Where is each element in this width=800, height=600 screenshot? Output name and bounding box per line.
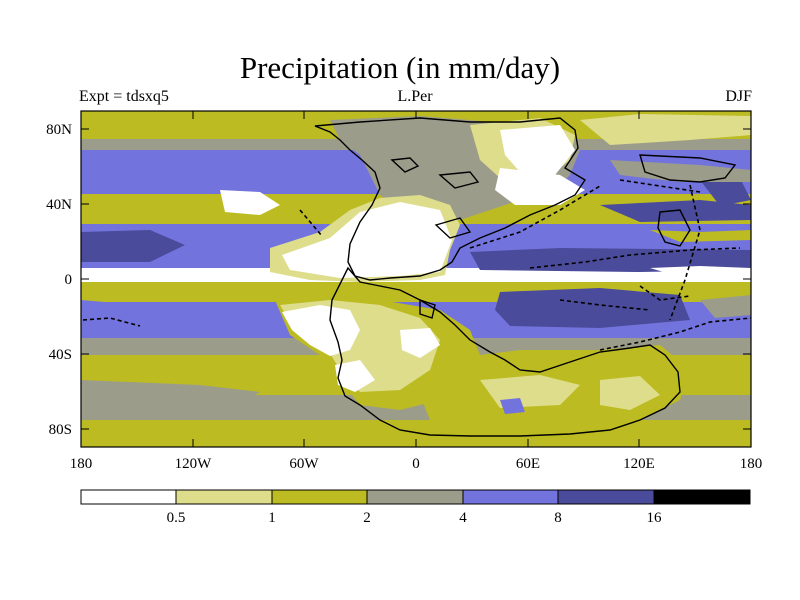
- colorbar-swatch: [176, 490, 272, 504]
- lat-tick-label: 0: [65, 272, 73, 288]
- colorbar-label: 1: [268, 510, 276, 526]
- lat-tick-label: 80S: [49, 422, 72, 438]
- colorbar-swatch: [272, 490, 367, 504]
- lon-tick-label: 120E: [623, 456, 655, 472]
- experiment-label: Expt = tdsxq5: [79, 88, 169, 105]
- lon-tick-label: 180: [70, 456, 93, 472]
- colorbar-label: 2: [363, 510, 371, 526]
- lon-tick-label: 180: [740, 456, 763, 472]
- colorbar: 0.5 1 2 4 8 16: [80, 489, 751, 526]
- colorbar-swatch: [558, 490, 654, 504]
- lon-tick-label: 120W: [175, 456, 213, 472]
- period-label: L.Per: [397, 88, 433, 105]
- colorbar-label: 4: [459, 510, 467, 526]
- lon-tick-label: 60W: [289, 456, 319, 472]
- coastlines: [314, 117, 737, 437]
- colorbar-label: 16: [647, 510, 663, 526]
- lat-tick-label: 40N: [46, 197, 72, 213]
- island-arcs: [82, 179, 751, 351]
- colorbar-swatch: [81, 490, 176, 504]
- colorbar-swatch: [463, 490, 558, 504]
- colorbar-label: 8: [554, 510, 562, 526]
- axis-ticks: [80, 111, 752, 447]
- map-title: Precipitation (in mm/day): [239, 50, 561, 85]
- lon-tick-label: 0: [412, 456, 420, 472]
- lon-tick-label: 60E: [516, 456, 540, 472]
- lat-tick-label: 40S: [49, 347, 72, 363]
- lat-tick-label: 80N: [46, 122, 72, 138]
- colorbar-swatch: [654, 490, 750, 504]
- precipitation-field: [81, 111, 751, 447]
- colorbar-swatch: [367, 490, 463, 504]
- colorbar-label: 0.5: [167, 510, 186, 526]
- season-label: DJF: [725, 88, 752, 105]
